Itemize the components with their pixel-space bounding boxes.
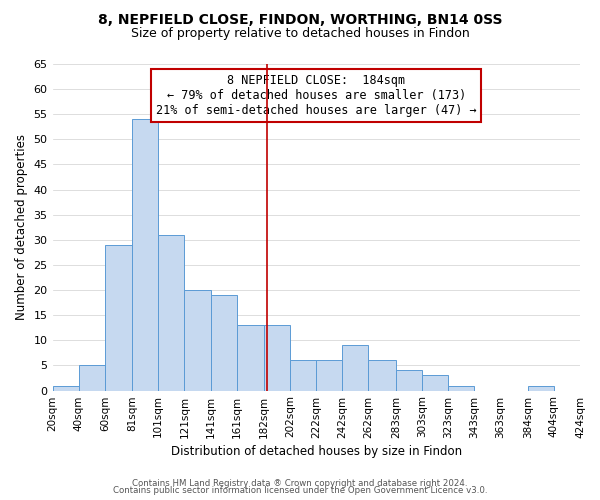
Text: Size of property relative to detached houses in Findon: Size of property relative to detached ho… — [131, 28, 469, 40]
Text: 8, NEPFIELD CLOSE, FINDON, WORTHING, BN14 0SS: 8, NEPFIELD CLOSE, FINDON, WORTHING, BN1… — [98, 12, 502, 26]
Y-axis label: Number of detached properties: Number of detached properties — [15, 134, 28, 320]
Bar — [53, 386, 79, 390]
Bar — [236, 326, 264, 390]
Bar — [105, 245, 132, 390]
Bar — [211, 295, 236, 390]
Text: Contains HM Land Registry data ® Crown copyright and database right 2024.: Contains HM Land Registry data ® Crown c… — [132, 478, 468, 488]
Bar — [264, 326, 290, 390]
Bar — [316, 360, 343, 390]
Bar — [184, 290, 211, 390]
Bar — [132, 120, 158, 390]
Bar — [448, 386, 474, 390]
Bar — [368, 360, 396, 390]
Bar — [290, 360, 316, 390]
X-axis label: Distribution of detached houses by size in Findon: Distribution of detached houses by size … — [171, 444, 462, 458]
Text: 8 NEPFIELD CLOSE:  184sqm
← 79% of detached houses are smaller (173)
21% of semi: 8 NEPFIELD CLOSE: 184sqm ← 79% of detach… — [156, 74, 476, 117]
Bar — [396, 370, 422, 390]
Text: Contains public sector information licensed under the Open Government Licence v3: Contains public sector information licen… — [113, 486, 487, 495]
Bar — [528, 386, 554, 390]
Bar — [79, 366, 105, 390]
Bar — [343, 346, 368, 391]
Bar — [422, 376, 448, 390]
Bar — [158, 235, 184, 390]
